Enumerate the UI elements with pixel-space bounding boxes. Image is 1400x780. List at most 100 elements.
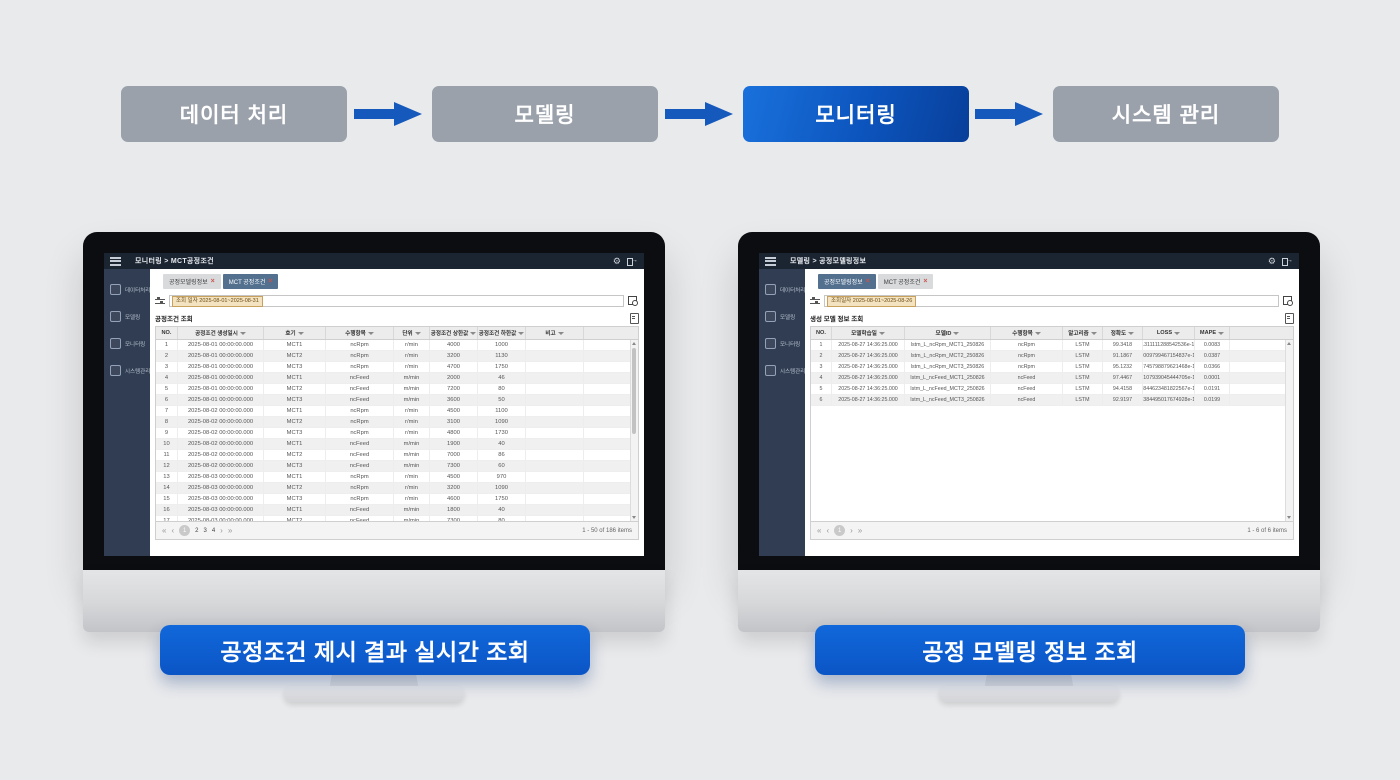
column-header[interactable]: 호기: [264, 327, 326, 339]
filter-funnel-icon[interactable]: [470, 331, 477, 335]
column-header[interactable]: 수행항목: [991, 327, 1063, 339]
filter-funnel-icon[interactable]: [1218, 331, 1225, 335]
filter-chip[interactable]: 조회일자 2025-08-01~2025-08-26: [827, 295, 917, 307]
gear-icon[interactable]: ⚙: [1267, 255, 1276, 266]
table-row[interactable]: 17 2025-08-03 00:00:00.000 MCT2 ncFeed m/min…: [156, 516, 638, 521]
table-row[interactable]: 1 2025-08-01 00:00:00.000 MCT1 ncRpm r/min 40…: [156, 340, 638, 351]
menu-icon[interactable]: [110, 256, 121, 266]
table-row[interactable]: 16 2025-08-03 00:00:00.000 MCT1 ncFeed m/min…: [156, 505, 638, 516]
filter-funnel-icon[interactable]: [1034, 331, 1041, 335]
table-row[interactable]: 6 2025-08-27 14:36:25.000 lstm_L_ncFeed_MC…: [811, 395, 1293, 406]
column-header[interactable]: LOSS: [1143, 327, 1195, 339]
grid-search-icon[interactable]: [1283, 295, 1294, 307]
table-row[interactable]: 9 2025-08-02 00:00:00.000 MCT3 ncRpm r/min 48…: [156, 428, 638, 439]
table-row[interactable]: 2 2025-08-27 14:36:25.000 lstm_L_ncRpm_MCT…: [811, 351, 1293, 362]
table-row[interactable]: 14 2025-08-03 00:00:00.000 MCT2 ncRpm r/min 3…: [156, 483, 638, 494]
table-row[interactable]: 12 2025-08-02 00:00:00.000 MCT3 ncFeed m/min…: [156, 461, 638, 472]
filter-sliders-icon[interactable]: [155, 296, 165, 306]
filter-funnel-icon[interactable]: [557, 331, 564, 335]
gear-icon[interactable]: ⚙: [612, 255, 621, 266]
table-row[interactable]: 4 2025-08-27 14:36:25.000 lstm_L_ncFeed_MC…: [811, 373, 1293, 384]
sidebar-item[interactable]: 시스템관리: [759, 358, 805, 383]
column-header[interactable]: 공정조건 상한값: [430, 327, 478, 339]
column-header[interactable]: NO.: [156, 327, 178, 339]
tab-active[interactable]: MCT 공정조건 ×: [222, 274, 279, 289]
pager-page-2[interactable]: 2: [195, 527, 199, 534]
tab-inactive[interactable]: MCT 공정조건 ×: [877, 274, 934, 289]
table-row[interactable]: 13 2025-08-03 00:00:00.000 MCT1 ncRpm r/min 4…: [156, 472, 638, 483]
table-row[interactable]: 3 2025-08-01 00:00:00.000 MCT3 ncRpm r/min 47…: [156, 362, 638, 373]
filter-funnel-icon[interactable]: [239, 331, 246, 335]
table-row[interactable]: 1 2025-08-27 14:36:25.000 lstm_L_ncRpm_MCT…: [811, 340, 1293, 351]
sidebar-item[interactable]: 모니터링: [759, 331, 805, 356]
tab-active[interactable]: 공정모델링정보 ×: [818, 274, 876, 289]
scroll-up-icon[interactable]: [632, 342, 636, 345]
scroll-thumb[interactable]: [632, 348, 636, 434]
column-header[interactable]: NO.: [811, 327, 832, 339]
table-row[interactable]: 4 2025-08-01 00:00:00.000 MCT1 ncFeed m/min 2…: [156, 373, 638, 384]
logout-icon[interactable]: [1282, 256, 1293, 266]
sidebar-item[interactable]: 모델링: [759, 304, 805, 329]
pager-prev-icon[interactable]: ‹: [826, 525, 830, 535]
filter-funnel-icon[interactable]: [1128, 331, 1135, 335]
filter-funnel-icon[interactable]: [1090, 331, 1097, 335]
pager-page-1[interactable]: 1: [834, 525, 846, 536]
column-header[interactable]: MAPE: [1195, 327, 1230, 339]
table-row[interactable]: 11 2025-08-02 00:00:00.000 MCT2 ncFeed m/min…: [156, 450, 638, 461]
table-row[interactable]: 15 2025-08-03 00:00:00.000 MCT3 ncRpm r/min 4…: [156, 494, 638, 505]
tab-close-icon[interactable]: ×: [210, 278, 215, 285]
filter-funnel-icon[interactable]: [878, 331, 885, 335]
table-row[interactable]: 6 2025-08-01 00:00:00.000 MCT3 ncFeed m/min 3…: [156, 395, 638, 406]
column-header[interactable]: 알고리즘: [1063, 327, 1103, 339]
pager-first-icon[interactable]: «: [817, 525, 822, 535]
pager-prev-icon[interactable]: ‹: [171, 525, 175, 535]
grid-search-icon[interactable]: [628, 295, 639, 307]
sidebar-item[interactable]: 데이터처리: [104, 277, 150, 302]
column-header[interactable]: 수행항목: [326, 327, 394, 339]
column-header[interactable]: 모델학습일: [832, 327, 905, 339]
pager-next-icon[interactable]: ›: [850, 525, 853, 535]
sidebar-item[interactable]: 시스템관리: [104, 358, 150, 383]
tab-inactive[interactable]: 공정모델링정보 ×: [163, 274, 221, 289]
column-header[interactable]: 비고: [526, 327, 584, 339]
pager-first-icon[interactable]: «: [162, 525, 167, 535]
pager-last-icon[interactable]: »: [227, 525, 233, 535]
table-row[interactable]: 3 2025-08-27 14:36:25.000 lstm_L_ncRpm_MCT…: [811, 362, 1293, 373]
logout-icon[interactable]: [627, 256, 638, 266]
menu-icon[interactable]: [765, 256, 776, 266]
column-header[interactable]: 단위: [394, 327, 430, 339]
filter-funnel-icon[interactable]: [414, 331, 421, 335]
table-row[interactable]: 10 2025-08-02 00:00:00.000 MCT1 ncFeed m/min…: [156, 439, 638, 450]
filter-funnel-icon[interactable]: [518, 331, 525, 335]
sidebar-item[interactable]: 모델링: [104, 304, 150, 329]
filter-input[interactable]: 조회 일자 2025-08-01~2025-08-31: [169, 295, 624, 307]
filter-funnel-icon[interactable]: [1174, 331, 1181, 335]
scroll-up-icon[interactable]: [1287, 342, 1291, 345]
scroll-down-icon[interactable]: [632, 516, 636, 519]
filter-sliders-icon[interactable]: [810, 296, 820, 306]
filter-funnel-icon[interactable]: [367, 331, 374, 335]
table-row[interactable]: 2 2025-08-01 00:00:00.000 MCT2 ncRpm r/min 32…: [156, 351, 638, 362]
scrollbar[interactable]: [1285, 340, 1293, 521]
pager-page-4[interactable]: 4: [211, 527, 216, 534]
tab-close-icon[interactable]: ×: [923, 278, 928, 285]
column-header[interactable]: 정확도: [1103, 327, 1143, 339]
table-row[interactable]: 5 2025-08-01 00:00:00.000 MCT2 ncFeed m/min 7…: [156, 384, 638, 395]
column-header[interactable]: 공정조건 생성일시: [178, 327, 264, 339]
pager-next-icon[interactable]: ›: [220, 525, 223, 535]
filter-funnel-icon[interactable]: [297, 331, 304, 335]
tab-close-icon[interactable]: ×: [268, 278, 273, 285]
filter-funnel-icon[interactable]: [953, 331, 960, 335]
column-header[interactable]: 공정조건 하한값: [478, 327, 526, 339]
column-header[interactable]: 모델ID: [905, 327, 991, 339]
pager-page-1[interactable]: 1: [179, 525, 191, 536]
export-document-icon[interactable]: [630, 312, 639, 324]
scroll-down-icon[interactable]: [1287, 516, 1291, 519]
table-row[interactable]: 7 2025-08-02 00:00:00.000 MCT1 ncRpm r/min 45…: [156, 406, 638, 417]
tab-close-icon[interactable]: ×: [865, 278, 870, 285]
pager-last-icon[interactable]: »: [857, 525, 863, 535]
export-document-icon[interactable]: [1285, 312, 1294, 324]
filter-input[interactable]: 조회일자 2025-08-01~2025-08-26: [824, 295, 1279, 307]
sidebar-item[interactable]: 데이터처리: [759, 277, 805, 302]
scrollbar[interactable]: [630, 340, 638, 521]
